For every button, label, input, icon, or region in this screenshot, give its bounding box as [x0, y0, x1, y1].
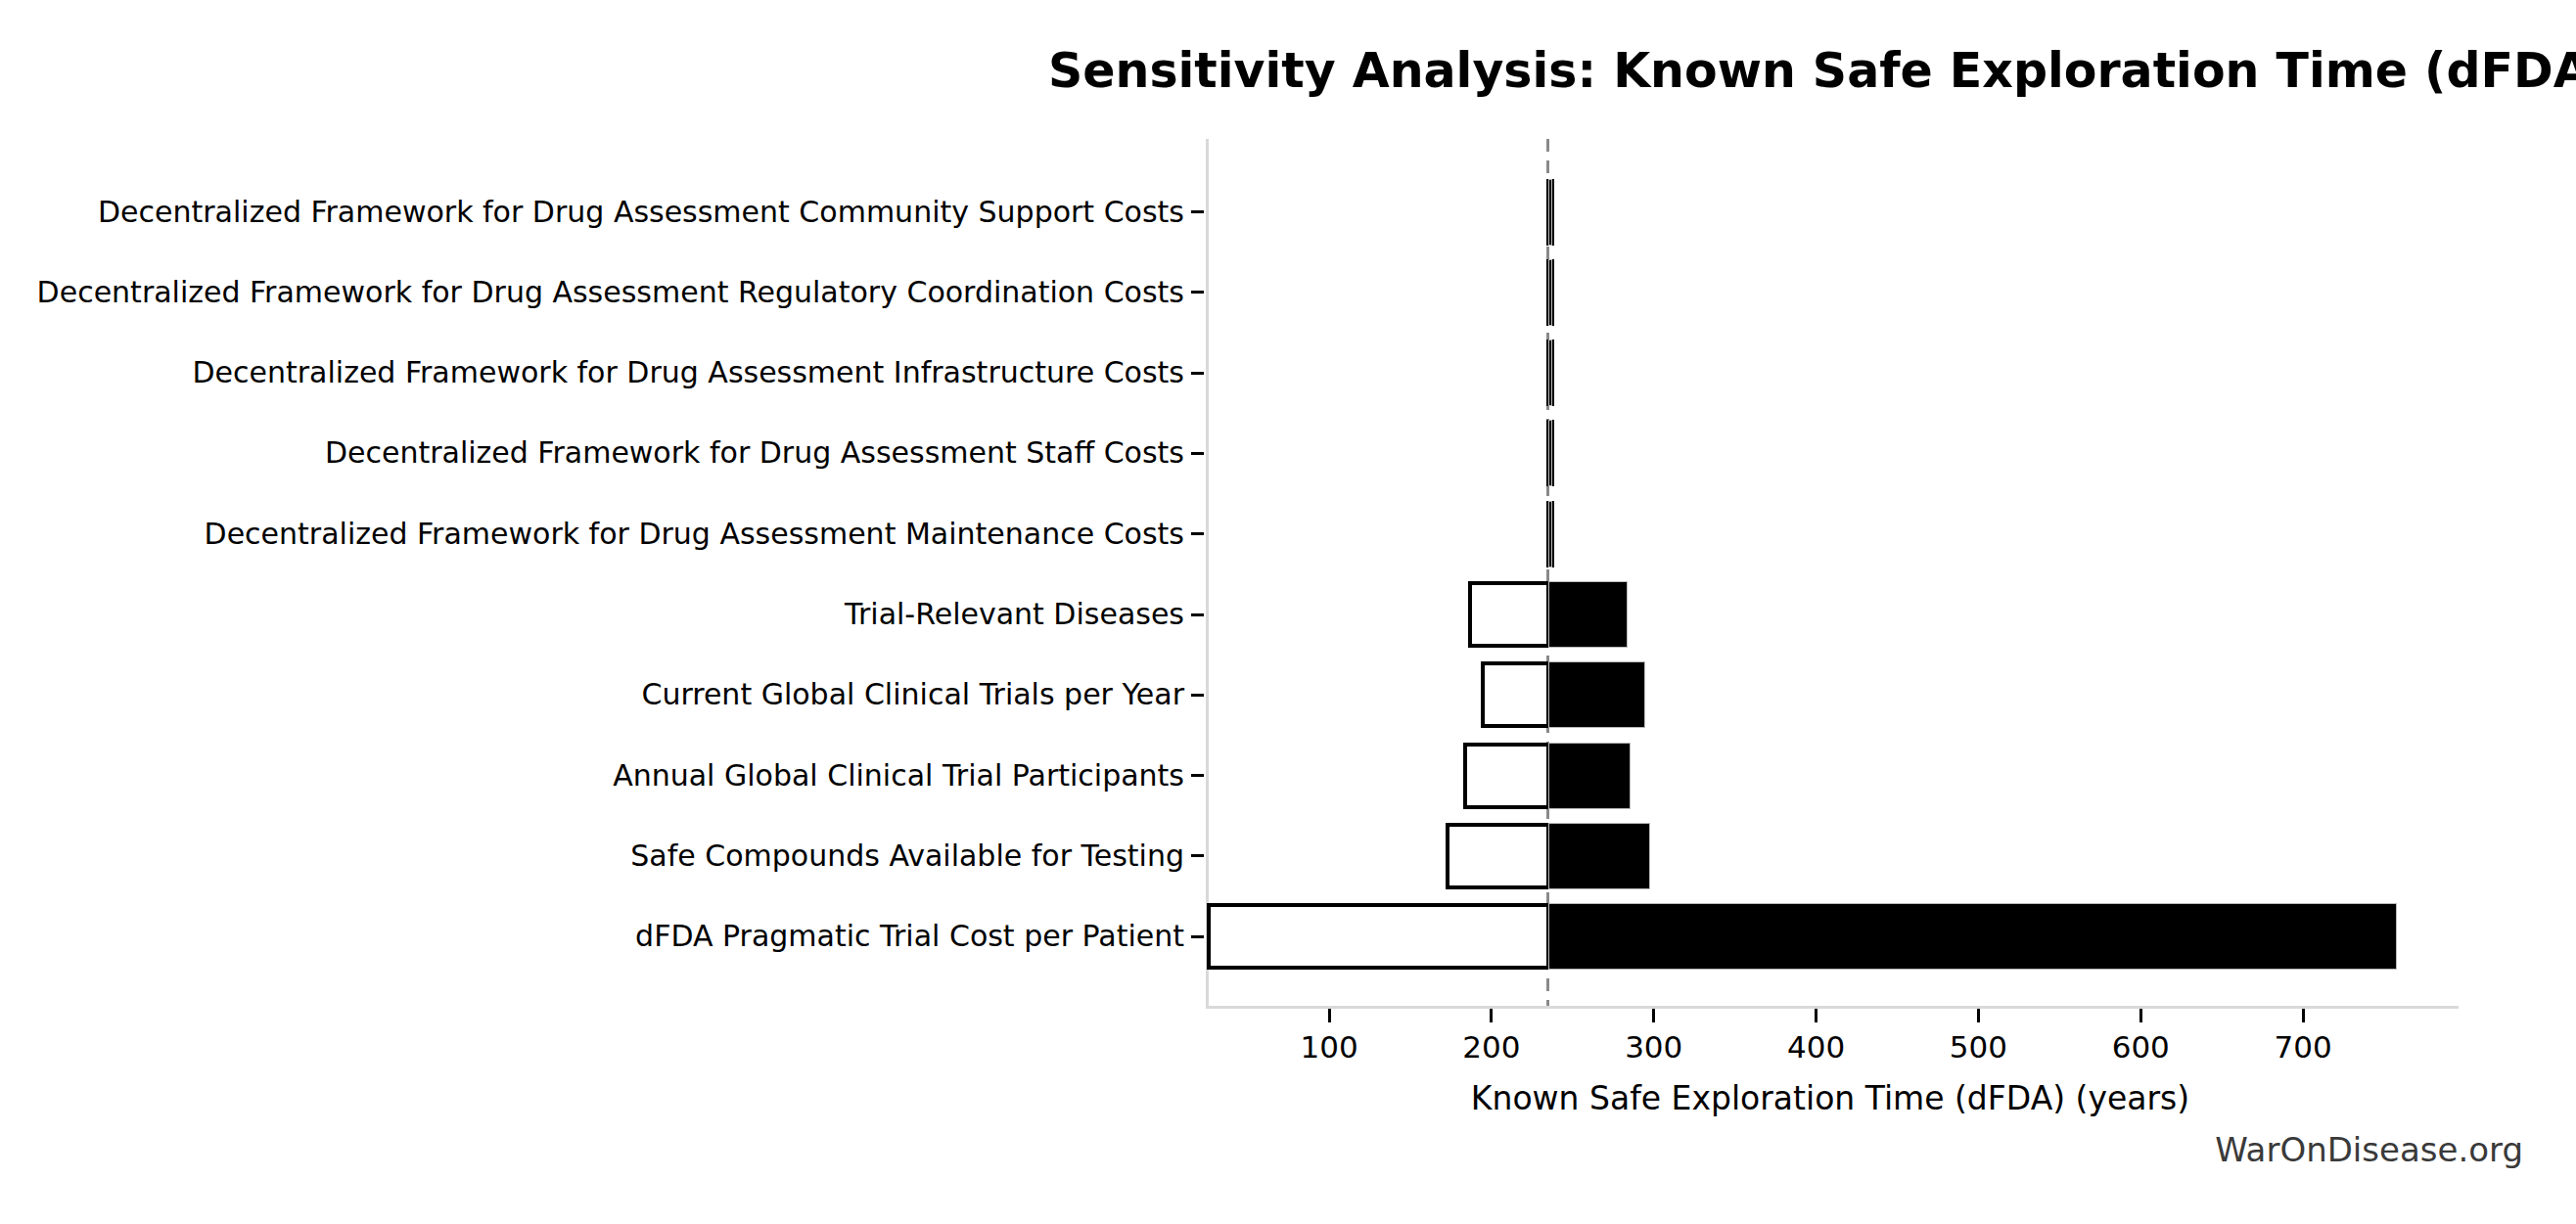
y-axis-label-6: Current Global Clinical Trials per Year: [0, 677, 1184, 712]
y-axis-label-4: Decentralized Framework for Drug Assessm…: [0, 517, 1184, 552]
y-axis-label-7: Annual Global Clinical Trial Participant…: [0, 758, 1184, 793]
y-tick-mark-1: [1191, 291, 1204, 294]
x-tick-label-700: 700: [2225, 1029, 2381, 1065]
bar-low-7: [1463, 743, 1550, 809]
bar-high-1: [1548, 259, 1552, 326]
x-tick-mark-100: [1328, 1009, 1331, 1022]
bar-high-7: [1548, 743, 1632, 809]
bar-high-3: [1548, 420, 1552, 486]
y-tick-mark-3: [1191, 452, 1204, 455]
x-tick-mark-600: [2139, 1009, 2142, 1022]
x-tick-mark-700: [2302, 1009, 2305, 1022]
bar-high-9: [1548, 903, 2397, 970]
y-tick-mark-5: [1191, 613, 1204, 616]
bar-low-5: [1468, 581, 1550, 648]
bar-low-6: [1481, 661, 1549, 728]
x-tick-label-600: 600: [2062, 1029, 2219, 1065]
x-tick-label-200: 200: [1413, 1029, 1570, 1065]
chart-title: Sensitivity Analysis: Known Safe Explora…: [1048, 43, 2576, 99]
y-axis-label-3: Decentralized Framework for Drug Assessm…: [0, 435, 1184, 471]
x-tick-label-400: 400: [1738, 1029, 1895, 1065]
y-tick-mark-0: [1191, 210, 1204, 213]
y-axis-label-2: Decentralized Framework for Drug Assessm…: [0, 355, 1184, 390]
x-tick-mark-500: [1977, 1009, 1980, 1022]
y-tick-mark-4: [1191, 532, 1204, 535]
x-tick-mark-400: [1815, 1009, 1817, 1022]
sensitivity-tornado-chart: Sensitivity Analysis: Known Safe Explora…: [0, 0, 2576, 1224]
x-axis-title: Known Safe Exploration Time (dFDA) (year…: [1471, 1079, 2189, 1117]
x-tick-label-300: 300: [1576, 1029, 1732, 1065]
y-axis-label-9: dFDA Pragmatic Trial Cost per Patient: [0, 919, 1184, 954]
y-axis-label-8: Safe Compounds Available for Testing: [0, 839, 1184, 874]
x-tick-label-500: 500: [1900, 1029, 2056, 1065]
y-axis-label-0: Decentralized Framework for Drug Assessm…: [0, 195, 1184, 230]
y-tick-mark-9: [1191, 935, 1204, 938]
y-axis-label-1: Decentralized Framework for Drug Assessm…: [0, 275, 1184, 310]
bar-high-6: [1548, 661, 1646, 728]
bar-high-0: [1548, 179, 1552, 246]
bar-high-5: [1548, 581, 1628, 648]
y-tick-mark-8: [1191, 854, 1204, 857]
bar-high-4: [1548, 501, 1552, 567]
bar-high-8: [1548, 823, 1650, 889]
x-tick-mark-300: [1652, 1009, 1655, 1022]
y-tick-mark-7: [1191, 774, 1204, 777]
bar-low-9: [1207, 903, 1550, 970]
y-tick-mark-6: [1191, 694, 1204, 697]
bar-high-2: [1548, 340, 1552, 406]
y-axis-label-5: Trial-Relevant Diseases: [0, 597, 1184, 632]
x-tick-label-100: 100: [1251, 1029, 1407, 1065]
watermark-text: WarOnDisease.org: [2215, 1130, 2523, 1169]
bar-low-8: [1446, 823, 1550, 889]
y-tick-mark-2: [1191, 372, 1204, 375]
x-tick-mark-200: [1490, 1009, 1493, 1022]
plot-area: [1206, 139, 2459, 1009]
